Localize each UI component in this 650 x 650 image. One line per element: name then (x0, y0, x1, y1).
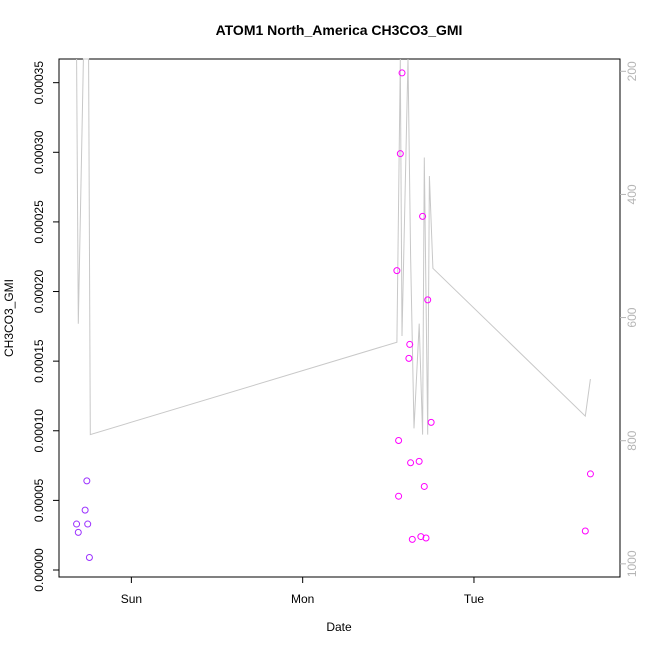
x-tick-label: Tue (464, 592, 485, 606)
y-tick-label: 0.00015 (32, 339, 46, 383)
data-point (83, 477, 91, 485)
data-point (406, 340, 414, 348)
data-point (407, 459, 415, 467)
pressure-line (76, 58, 591, 436)
data-point (396, 150, 404, 158)
y-right-tick-label: 1000 (625, 550, 639, 577)
y-right-tick-label: 600 (625, 307, 639, 327)
data-point (84, 520, 92, 528)
y-axis-label: CH3CO3_GMI (2, 279, 16, 357)
data-point (395, 437, 403, 445)
y-tick-label: 0.00030 (32, 130, 46, 174)
y-tick-label: 0.00005 (32, 478, 46, 522)
y-tick-label: 0.00010 (32, 409, 46, 453)
data-point (398, 69, 406, 77)
data-point (74, 528, 82, 536)
y-tick-label: 0.00020 (32, 270, 46, 314)
data-point (586, 470, 594, 478)
y-axis-left: 0.00000 0.00005 0.00010 0.00015 0.00020 0.000… (32, 61, 59, 592)
data-point (417, 533, 425, 541)
x-axis-label: Date (326, 620, 352, 634)
data-point (420, 482, 428, 490)
data-point (581, 527, 589, 535)
data-point (422, 534, 430, 542)
data-point (85, 553, 93, 561)
plot-frame (58, 58, 621, 578)
y-tick-label: 0.00035 (32, 61, 46, 105)
data-point (424, 296, 432, 304)
data-point (427, 418, 435, 426)
data-point (81, 506, 89, 514)
y-right-tick-label: 800 (625, 430, 639, 450)
x-axis: Sun Mon Tue (121, 577, 485, 606)
y-right-tick-label: 200 (625, 61, 639, 81)
data-point (73, 520, 81, 528)
y-tick-label: 0.00000 (32, 548, 46, 592)
data-point (395, 492, 403, 500)
data-point (408, 535, 416, 543)
chart-title: ATOM1 North_America CH3CO3_GMI (216, 22, 463, 38)
line-series (76, 58, 591, 436)
data-point (419, 212, 427, 220)
data-point (393, 267, 401, 275)
data-point (405, 354, 413, 362)
y-right-tick-label: 400 (625, 184, 639, 204)
data-point (415, 457, 423, 465)
x-tick-label: Mon (291, 592, 314, 606)
y-axis-right: 200 400 600 800 1000 (620, 61, 639, 577)
x-tick-label: Sun (121, 592, 142, 606)
point-series (73, 69, 594, 561)
y-tick-label: 0.00025 (32, 200, 46, 244)
